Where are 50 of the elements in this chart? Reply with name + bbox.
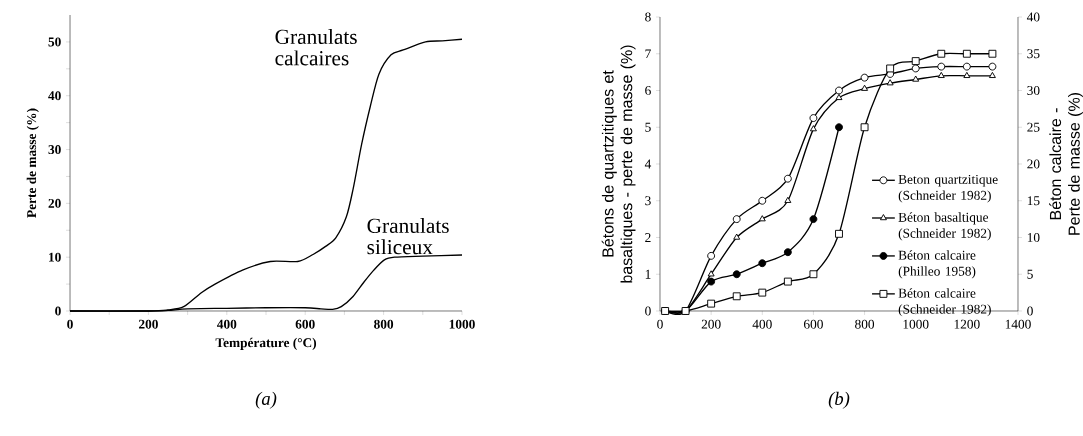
x-tick-label: 200	[701, 319, 721, 329]
y-tick-label: 1	[645, 269, 651, 279]
x-tick-label: 1200	[954, 319, 980, 329]
x-tick-label: 200	[138, 319, 158, 329]
x-tick-label: 400	[217, 319, 237, 329]
y2-tick-label: 40	[1026, 12, 1040, 22]
y-tick-label: 20	[48, 198, 61, 208]
y2-tick-label: 25	[1027, 122, 1040, 132]
y-tick-label: 0	[645, 306, 651, 316]
y2-tick-label: 5	[1027, 269, 1033, 279]
y2-tick-label: 15	[1027, 196, 1040, 206]
x-tick-label: 600	[295, 319, 315, 329]
legend-label: Beton quartzitique (Schneider 1982)	[898, 174, 998, 203]
x-tick-label: 1000	[449, 319, 475, 329]
y2-tick-label: 35	[1027, 49, 1040, 59]
y-tick-label: 8	[645, 12, 651, 22]
legend-label: Béton basaltique (Schneider 1982)	[898, 212, 991, 241]
y-tick-label: 4	[644, 159, 652, 169]
y-tick-label: 7	[645, 49, 651, 59]
x-tick-label: 400	[752, 319, 772, 329]
legend-label: Béton calcaire (Philleo 1958)	[898, 250, 976, 279]
y-tick-label: 30	[48, 145, 61, 155]
y2-tick-label: 0	[1027, 306, 1033, 316]
y-tick-label: 5	[645, 122, 651, 132]
series-label: Granulats siliceux	[367, 217, 449, 255]
y2-axis-title: Béton calcaire - Perte de masse (%)	[1049, 93, 1083, 235]
y-tick-label: 40	[48, 91, 61, 101]
text: (b)	[828, 391, 850, 409]
text: (a)	[255, 391, 277, 409]
legend-label: Béton calcaire (Schneider 1982)	[898, 288, 991, 317]
y-tick-label: 2	[645, 233, 651, 242]
y-tick-label: 6	[645, 86, 651, 95]
y-tick-label: 3	[645, 196, 651, 206]
x-tick-label: 0	[67, 319, 73, 329]
x-tick-label: 600	[803, 319, 823, 329]
x-axis-title: Température (°C)	[215, 337, 317, 350]
y2-tick-label: 10	[1027, 232, 1040, 242]
y-tick-label: 50	[48, 37, 61, 47]
series-label: Granulats calcaires	[275, 29, 357, 66]
x-tick-label: 1400	[1005, 319, 1031, 329]
x-tick-label: 800	[855, 319, 875, 329]
y-tick-label: 10	[49, 252, 61, 262]
x-tick-label: 800	[374, 319, 394, 329]
x-tick-label: 0	[657, 319, 663, 329]
y-tick-label: 0	[55, 306, 61, 316]
y-axis-title: Bétons de quartzitiques et basaltiques - perte de masse (%)	[601, 45, 636, 283]
x-tick-label: 1000	[903, 319, 929, 329]
y2-tick-label: 20	[1027, 159, 1040, 169]
y-axis-title: Perte de masse (%)	[26, 108, 39, 218]
y2-tick-label: 30	[1027, 86, 1040, 95]
